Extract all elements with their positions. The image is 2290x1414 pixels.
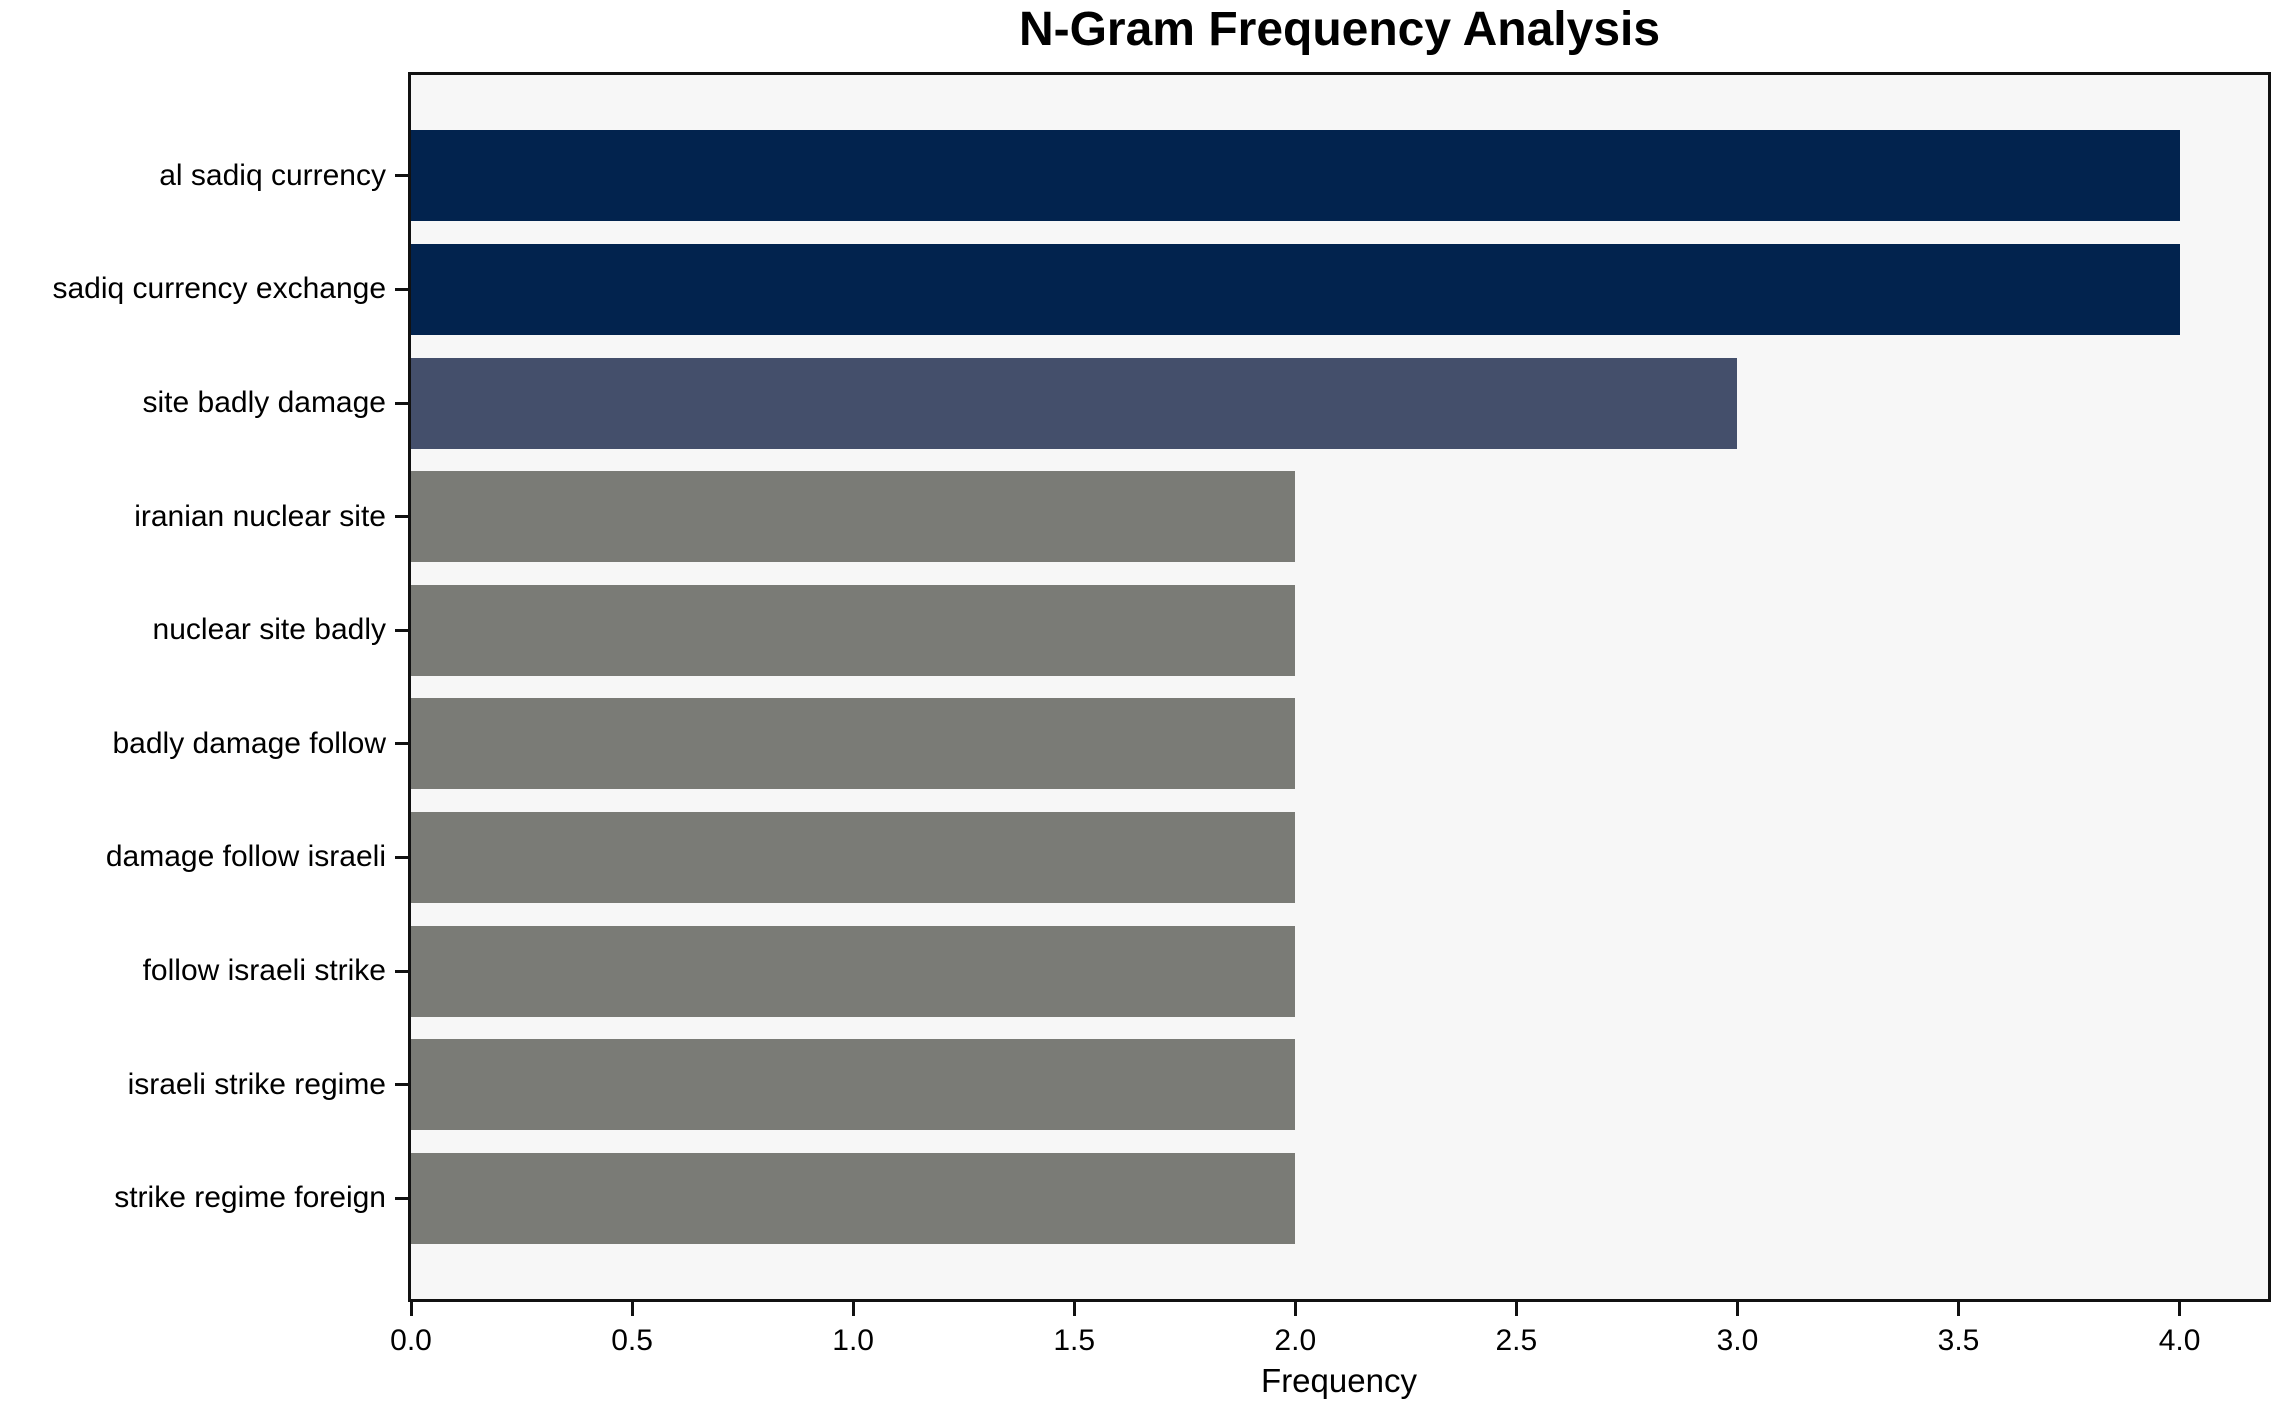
x-tick-mark xyxy=(1072,1302,1076,1316)
x-tick-mark xyxy=(1293,1302,1297,1316)
y-tick-mark xyxy=(395,287,408,291)
y-tick-label: strike regime foreign xyxy=(114,1181,386,1215)
x-tick-mark xyxy=(2178,1302,2182,1316)
x-tick-label: 0.5 xyxy=(611,1324,653,1357)
x-tick-label: 1.0 xyxy=(832,1324,874,1357)
bar xyxy=(411,243,2180,335)
y-tick-label: israeli strike regime xyxy=(127,1067,386,1101)
x-tick-label: 4.0 xyxy=(2158,1324,2201,1357)
y-tick-label: iranian nuclear site xyxy=(134,499,386,533)
y-tick-label: nuclear site badly xyxy=(152,613,386,647)
bar xyxy=(411,357,1738,449)
x-axis-label: Frequency xyxy=(1261,1362,1417,1399)
bar xyxy=(411,471,1296,563)
bar xyxy=(411,811,1296,903)
bar xyxy=(411,925,1296,1017)
y-tick-mark xyxy=(395,401,408,405)
chart-title: N-Gram Frequency Analysis xyxy=(1018,3,1661,56)
x-tick-label: 3.5 xyxy=(1937,1324,1980,1357)
x-tick-mark xyxy=(1514,1302,1518,1316)
y-tick-label: follow israeli strike xyxy=(142,954,386,987)
x-tick-mark xyxy=(409,1302,413,1316)
y-tick-mark xyxy=(395,969,408,973)
bar xyxy=(411,1039,1296,1131)
x-tick-mark xyxy=(1735,1302,1739,1316)
y-tick-label: badly damage follow xyxy=(112,726,386,760)
y-tick-label: sadiq currency exchange xyxy=(52,272,386,306)
x-tick-label: 0.0 xyxy=(390,1324,432,1357)
x-tick-mark xyxy=(851,1302,855,1316)
y-tick-mark xyxy=(395,174,408,178)
x-tick-label: 2.5 xyxy=(1495,1324,1538,1357)
bar xyxy=(411,130,2180,222)
bar xyxy=(411,698,1296,790)
y-tick-mark xyxy=(395,628,408,632)
bar xyxy=(411,1152,1296,1244)
x-tick-label: 2.0 xyxy=(1274,1324,1317,1357)
y-tick-mark xyxy=(395,1196,408,1200)
y-tick-label: damage follow israeli xyxy=(105,840,386,874)
y-tick-mark xyxy=(395,515,408,519)
y-tick-mark xyxy=(395,1083,408,1087)
x-tick-mark xyxy=(1957,1302,1960,1316)
y-tick-mark xyxy=(395,742,408,746)
y-tick-label: site badly damage xyxy=(142,386,387,419)
x-tick-label: 3.0 xyxy=(1716,1324,1759,1357)
x-tick-mark xyxy=(630,1302,634,1316)
bar xyxy=(411,584,1296,676)
x-tick-label: 1.5 xyxy=(1053,1324,1096,1357)
y-tick-label: al sadiq currency xyxy=(159,158,386,192)
y-tick-mark xyxy=(395,855,408,859)
